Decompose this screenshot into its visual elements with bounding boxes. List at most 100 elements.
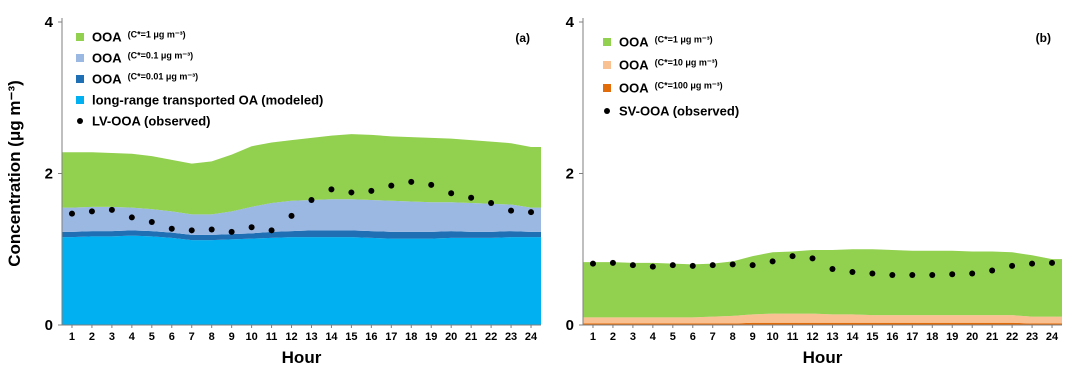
legend-item: OOA (C*=1 μg m⁻³) [603, 35, 713, 50]
x-tick-label: 16 [365, 331, 377, 343]
legend-swatch [603, 84, 611, 92]
data-point [188, 227, 195, 234]
x-tick-label: 21 [465, 331, 477, 343]
legend-label: OOA (C*=10 μg m⁻³) [619, 58, 718, 73]
data-point [929, 272, 936, 279]
legend-label: LV-OOA (observed) [92, 114, 210, 129]
data-point [1009, 262, 1016, 269]
legend-item: SV-OOA (observed) [604, 104, 739, 119]
data-point [328, 186, 335, 193]
legend-marker [77, 118, 83, 124]
area-series-0 [62, 235, 541, 325]
area-series-2 [583, 249, 1062, 318]
data-point [849, 268, 856, 275]
y-tick-label: 4 [45, 14, 54, 31]
x-tick-label: 10 [766, 331, 778, 343]
panel-label: (a) [515, 31, 530, 45]
y-tick-label: 0 [566, 317, 574, 334]
x-tick-label: 1 [590, 331, 596, 343]
legend-swatch [76, 96, 84, 104]
x-tick-label: 12 [285, 331, 297, 343]
data-point [148, 218, 155, 225]
data-point [709, 262, 716, 269]
data-point [268, 227, 275, 234]
x-tick-label: 9 [750, 331, 756, 343]
area-series-1 [583, 313, 1062, 324]
x-tick-label: 21 [986, 331, 998, 343]
data-point [108, 206, 115, 213]
legend: OOA (C*=1 μg m⁻³) OOA (C*=10 μg m⁻³) OOA (C*=… [603, 35, 739, 119]
x-tick-label: 13 [826, 331, 838, 343]
x-tick-label: 1 [69, 331, 75, 343]
x-tick-label: 17 [385, 331, 397, 343]
legend-item: OOA (C*=1 μg m⁻³) [76, 30, 186, 45]
x-tick-label: 18 [926, 331, 938, 343]
x-tick-label: 22 [1006, 331, 1018, 343]
legend-marker [604, 108, 610, 114]
x-tick-label: 8 [209, 331, 215, 343]
x-tick-label: 18 [405, 331, 417, 343]
data-point [829, 265, 836, 272]
legend-label: OOA (C*=100 μg m⁻³) [619, 81, 723, 96]
data-point [288, 212, 295, 219]
x-tick-label: 17 [906, 331, 918, 343]
legend-label: OOA (C*=0.01 μg m⁻³) [92, 72, 198, 87]
data-point [969, 270, 976, 277]
x-tick-label: 4 [650, 331, 657, 343]
data-point [789, 253, 796, 260]
data-point [889, 272, 896, 279]
data-point [629, 262, 636, 269]
data-point [1029, 260, 1036, 267]
x-tick-label: 15 [866, 331, 878, 343]
data-point [949, 271, 956, 278]
data-point [68, 210, 75, 217]
x-tick-label: 15 [345, 331, 357, 343]
legend-label: OOA (C*=1 μg m⁻³) [92, 30, 186, 45]
x-tick-label: 9 [229, 331, 235, 343]
legend-swatch [603, 38, 611, 46]
data-point [909, 272, 916, 279]
data-point [388, 182, 395, 189]
x-tick-label: 11 [266, 331, 278, 343]
data-point [729, 261, 736, 268]
data-point [528, 209, 535, 216]
x-tick-label: 16 [886, 331, 898, 343]
data-point [869, 270, 876, 277]
data-point [368, 187, 375, 194]
x-tick-label: 6 [169, 331, 175, 343]
data-point [468, 194, 475, 201]
data-point [208, 226, 215, 233]
x-tick-label: 14 [325, 331, 338, 343]
data-point [248, 224, 255, 231]
x-tick-label: 20 [445, 331, 457, 343]
y-tick-label: 2 [566, 166, 574, 183]
x-tick-label: 14 [846, 331, 859, 343]
data-point [488, 200, 495, 207]
x-tick-label: 23 [505, 331, 517, 343]
area-series-0 [583, 322, 1062, 325]
x-tick-label: 11 [787, 331, 799, 343]
data-point [769, 258, 776, 265]
legend-swatch [76, 54, 84, 62]
data-point [428, 181, 435, 188]
legend-item: OOA (C*=100 μg m⁻³) [603, 81, 723, 96]
data-point [448, 190, 455, 197]
x-axis-label: Hour [282, 348, 322, 367]
legend-item: OOA (C*=10 μg m⁻³) [603, 58, 718, 73]
x-tick-label: 3 [109, 331, 115, 343]
x-tick-label: 2 [610, 331, 616, 343]
data-point [308, 197, 315, 204]
data-point [408, 178, 415, 185]
x-tick-label: 8 [730, 331, 736, 343]
data-point [589, 260, 596, 267]
legend-label: OOA (C*=0.1 μg m⁻³) [92, 51, 193, 66]
legend: OOA (C*=1 μg m⁻³) OOA (C*=0.1 μg m⁻³) OOA (C*… [76, 30, 323, 129]
area-series-3 [62, 134, 541, 215]
y-tick-label: 2 [45, 166, 53, 183]
x-tick-label: 5 [149, 331, 155, 343]
legend-item: OOA (C*=0.01 μg m⁻³) [76, 72, 198, 87]
data-point [88, 208, 95, 215]
